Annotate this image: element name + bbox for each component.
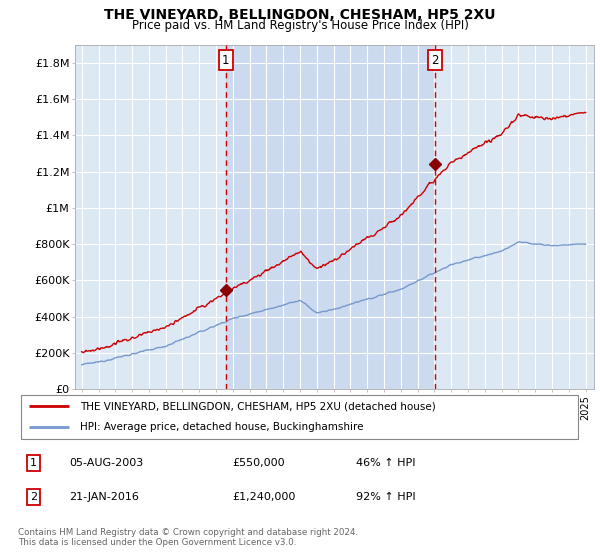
FancyBboxPatch shape (21, 395, 578, 438)
Text: 46% ↑ HPI: 46% ↑ HPI (356, 458, 416, 468)
Text: 1: 1 (30, 458, 37, 468)
Text: £550,000: £550,000 (232, 458, 285, 468)
Text: 21-JAN-2016: 21-JAN-2016 (69, 492, 139, 502)
Text: THE VINEYARD, BELLINGDON, CHESHAM, HP5 2XU (detached house): THE VINEYARD, BELLINGDON, CHESHAM, HP5 2… (80, 401, 436, 411)
Text: HPI: Average price, detached house, Buckinghamshire: HPI: Average price, detached house, Buck… (80, 422, 364, 432)
Bar (226, 45, 435, 389)
Text: 1: 1 (222, 54, 230, 67)
Text: Price paid vs. HM Land Registry's House Price Index (HPI): Price paid vs. HM Land Registry's House … (131, 19, 469, 32)
Text: 92% ↑ HPI: 92% ↑ HPI (356, 492, 416, 502)
Text: 05-AUG-2003: 05-AUG-2003 (69, 458, 143, 468)
Text: £1,240,000: £1,240,000 (232, 492, 296, 502)
Text: THE VINEYARD, BELLINGDON, CHESHAM, HP5 2XU: THE VINEYARD, BELLINGDON, CHESHAM, HP5 2… (104, 8, 496, 22)
Text: Contains HM Land Registry data © Crown copyright and database right 2024.
This d: Contains HM Land Registry data © Crown c… (18, 528, 358, 547)
Text: 2: 2 (431, 54, 439, 67)
Text: 2: 2 (29, 492, 37, 502)
